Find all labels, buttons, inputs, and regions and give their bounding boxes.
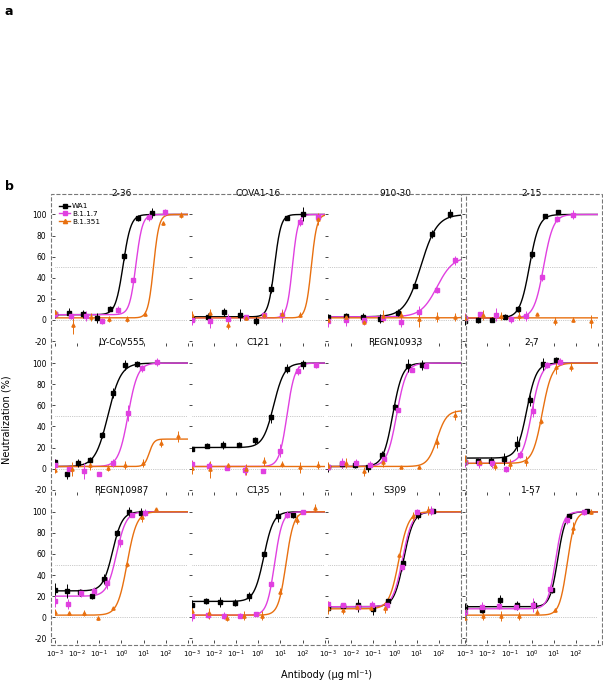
Title: 2-36: 2-36 [111, 189, 131, 198]
Text: Neutralization (%): Neutralization (%) [1, 375, 11, 464]
Title: 910-30: 910-30 [379, 189, 411, 198]
Title: S309: S309 [384, 486, 406, 495]
Title: 2-7: 2-7 [524, 338, 539, 347]
Text: b: b [5, 180, 14, 193]
Title: C135: C135 [247, 486, 270, 495]
Legend: WA1, B.1.1.7, B.1.351: WA1, B.1.1.7, B.1.351 [58, 202, 101, 225]
Title: LY-CoV555: LY-CoV555 [98, 338, 145, 347]
Title: COVA1-16: COVA1-16 [236, 189, 281, 198]
Title: C121: C121 [247, 338, 270, 347]
Text: Antibody (μg ml⁻¹): Antibody (μg ml⁻¹) [281, 669, 372, 680]
Title: 1-57: 1-57 [522, 486, 542, 495]
Title: REGN10933: REGN10933 [368, 338, 422, 347]
Title: 2-15: 2-15 [522, 189, 542, 198]
Text: a: a [5, 5, 13, 18]
Title: REGN10987: REGN10987 [94, 486, 148, 495]
